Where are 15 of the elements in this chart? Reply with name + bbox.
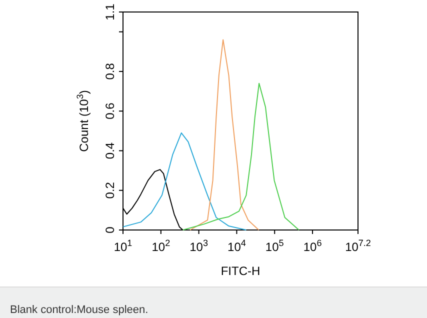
x-tick-label: 10$^{7.2}$ [345, 238, 371, 254]
y-tick-label: 0.6 [103, 102, 117, 120]
text: Blank control:Mouse spleen. [10, 304, 148, 316]
x-tick-label: 10$^{3}$ [190, 238, 208, 254]
y-tick-label: 0 [103, 226, 117, 234]
x-tick-label: 10$^{4}$ [228, 238, 246, 254]
x-tick-label: 10$^{6}$ [303, 238, 322, 254]
x-tick-label: 10$^{1}$ [114, 238, 132, 254]
x-tick-label: 10$^{2}$ [152, 238, 170, 254]
x-axis-title: FITC-H [220, 264, 260, 278]
x-tick-label: 10$^{5}$ [265, 238, 284, 254]
y-tick-label: 0.8 [103, 62, 117, 80]
y-tick-label: 0.2 [103, 182, 117, 199]
y-tick-label: 1.1 [103, 3, 117, 20]
y-tick-label: 0.4 [103, 142, 117, 160]
